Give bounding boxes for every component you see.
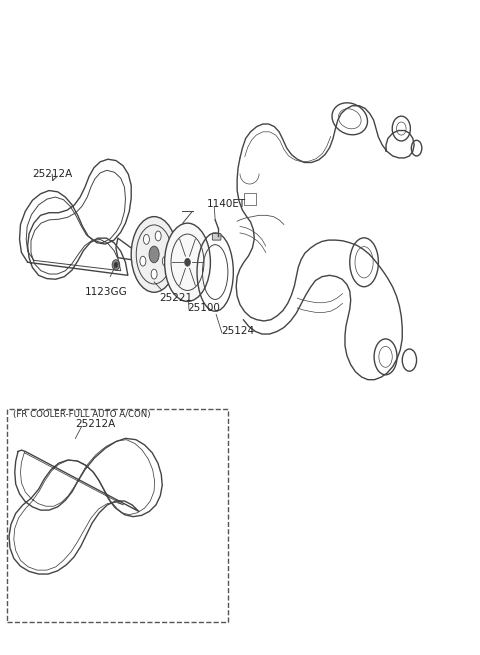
Text: 1123GG: 1123GG (85, 287, 128, 297)
Ellipse shape (155, 231, 161, 241)
Ellipse shape (140, 256, 146, 266)
Text: 25124: 25124 (221, 326, 254, 336)
Ellipse shape (162, 256, 168, 266)
Ellipse shape (131, 217, 177, 292)
Ellipse shape (149, 246, 159, 263)
Text: 25221: 25221 (159, 293, 192, 303)
Text: 25100: 25100 (188, 303, 220, 313)
FancyBboxPatch shape (212, 234, 221, 240)
Bar (7, 409, 228, 622)
Circle shape (112, 259, 120, 270)
Ellipse shape (165, 223, 210, 301)
Text: 1140ET: 1140ET (206, 198, 246, 208)
Text: 25212A: 25212A (75, 419, 116, 429)
Circle shape (185, 258, 191, 266)
Circle shape (114, 262, 118, 267)
Text: (FR COOLER-FULL AUTO A/CON): (FR COOLER-FULL AUTO A/CON) (13, 410, 151, 419)
Ellipse shape (151, 269, 157, 279)
Ellipse shape (144, 234, 149, 244)
Text: 25212A: 25212A (33, 169, 72, 179)
